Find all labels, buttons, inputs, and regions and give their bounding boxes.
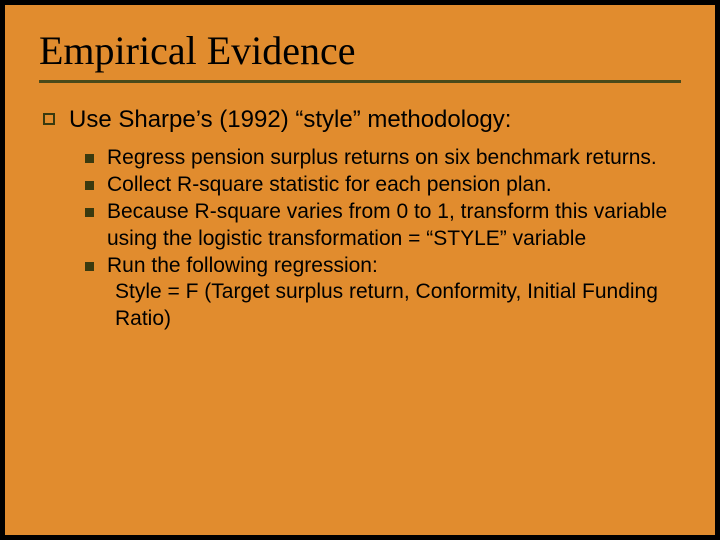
level2-list: Regress pension surplus returns on six b… (43, 143, 675, 333)
square-solid-icon (85, 154, 94, 163)
list-item-level1: Use Sharpe’s (1992) “style” methodology: (43, 105, 675, 135)
list-item-level2: Collect R-square statistic for each pens… (85, 172, 675, 199)
square-outline-icon (43, 113, 55, 125)
level2-text: Because R-square varies from 0 to 1, tra… (107, 199, 675, 253)
list-item-level2: Regress pension surplus returns on six b… (85, 145, 675, 172)
slide-title: Empirical Evidence (5, 5, 715, 74)
list-item-level2: Run the following regression: (85, 253, 675, 280)
slide: Empirical Evidence Use Sharpe’s (1992) “… (5, 5, 715, 535)
level2-text: Collect R-square statistic for each pens… (107, 172, 552, 199)
list-item-level2: Because R-square varies from 0 to 1, tra… (85, 199, 675, 253)
square-solid-icon (85, 262, 94, 271)
square-solid-icon (85, 181, 94, 190)
square-solid-icon (85, 208, 94, 217)
level2-text: Regress pension surplus returns on six b… (107, 145, 657, 172)
level2-text: Run the following regression: (107, 253, 378, 280)
content-area: Use Sharpe’s (1992) “style” methodology:… (5, 83, 715, 333)
continuation-text: Style = F (Target surplus return, Confor… (85, 279, 675, 333)
level1-text: Use Sharpe’s (1992) “style” methodology: (69, 105, 511, 135)
